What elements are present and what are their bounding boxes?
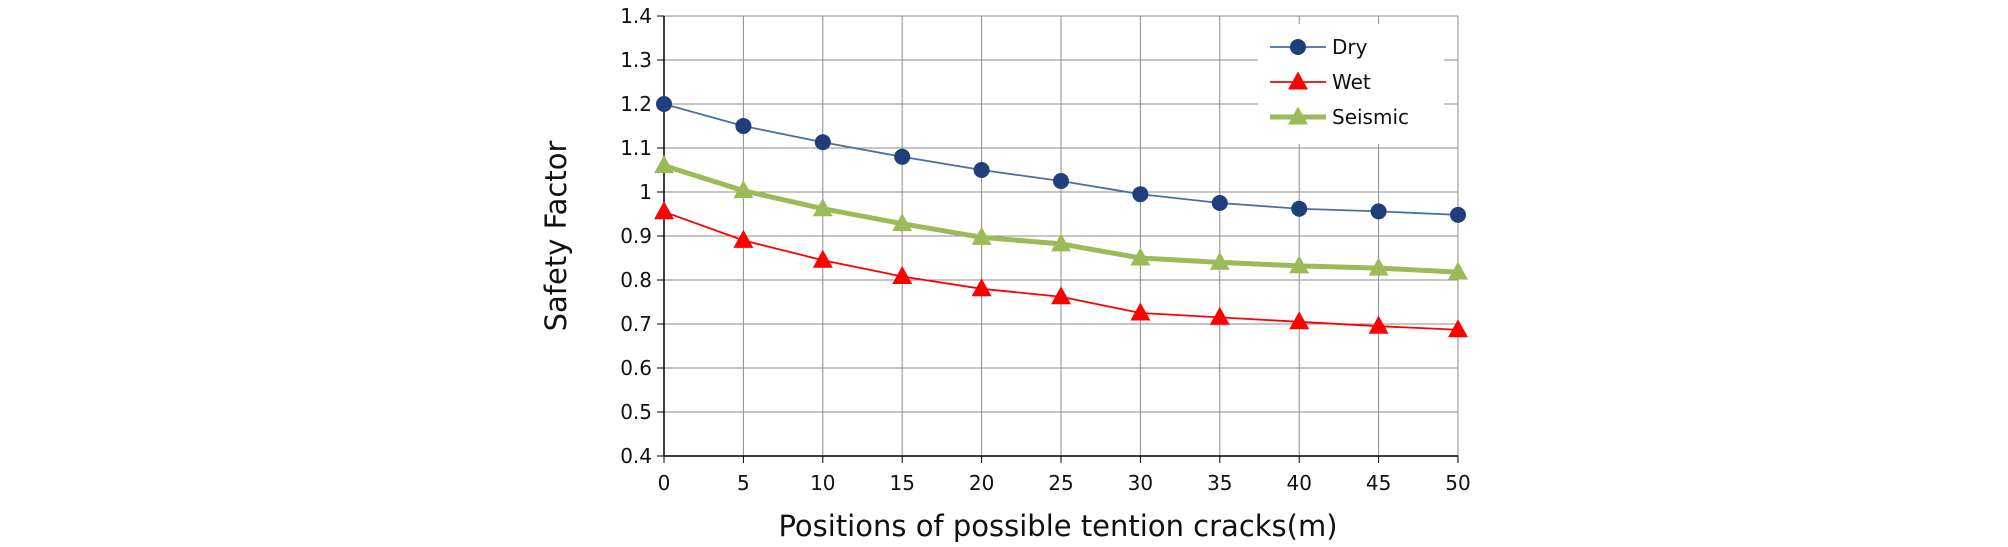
x-tick-label: 15 (889, 471, 914, 495)
series-wet (654, 201, 1468, 338)
data-point-seismic (1130, 247, 1151, 266)
data-point-wet (1130, 302, 1151, 321)
x-tick-label: 5 (737, 471, 750, 495)
series-seismic (654, 155, 1468, 280)
data-point-dry (1291, 200, 1308, 217)
data-point-seismic (1289, 255, 1310, 274)
y-tick-label: 0.9 (620, 224, 652, 248)
y-axis-ticks: 0.4 0.5 0.6 0.7 0.8 0.9 1 1.1 1.2 1.3 1.4 (620, 4, 664, 468)
data-point-dry (1211, 195, 1228, 211)
y-tick-label: 1.3 (620, 48, 652, 72)
data-point-wet (812, 249, 833, 268)
data-point-seismic (654, 155, 674, 174)
legend-label-seismic: Seismic (1332, 105, 1409, 129)
x-tick-label: 45 (1366, 471, 1391, 495)
data-point-dry (814, 134, 831, 151)
legend: Dry Wet Seismic (1258, 24, 1444, 144)
legend-marker-wet (1288, 71, 1308, 90)
series-dry (656, 96, 1466, 223)
data-point-seismic (971, 226, 992, 245)
data-point-seismic (1051, 233, 1071, 252)
data-point-wet (1051, 286, 1071, 305)
y-axis-title: Safety Factor (539, 141, 573, 332)
data-point-dry (973, 162, 990, 178)
y-tick-label: 1 (639, 180, 652, 204)
data-point-dry (894, 148, 911, 165)
data-point-seismic (812, 198, 833, 217)
data-point-dry (1132, 186, 1149, 203)
x-axis-ticks: 0 5 10 15 20 25 30 35 40 45 50 (658, 456, 1471, 495)
y-tick-label: 0.6 (620, 356, 652, 380)
data-point-dry (656, 96, 672, 112)
x-tick-label: 35 (1207, 471, 1232, 495)
data-point-wet (892, 265, 913, 284)
data-point-wet (733, 229, 754, 248)
data-point-dry (1450, 206, 1466, 223)
y-tick-label: 1.2 (620, 92, 652, 116)
x-tick-label: 0 (658, 471, 671, 495)
data-point-wet (654, 201, 674, 220)
x-tick-label: 20 (969, 471, 994, 495)
legend-label-dry: Dry (1332, 35, 1368, 59)
y-tick-label: 0.7 (620, 312, 652, 336)
data-point-wet (971, 278, 992, 297)
x-tick-label: 25 (1048, 471, 1073, 495)
data-point-seismic (733, 180, 754, 199)
data-point-seismic (1209, 251, 1230, 270)
data-point-wet (1448, 319, 1468, 338)
data-point-seismic (1368, 257, 1389, 276)
data-point-wet (1368, 315, 1389, 334)
data-point-seismic (892, 213, 913, 232)
y-tick-label: 0.5 (620, 400, 652, 424)
data-point-wet (1289, 311, 1310, 330)
x-tick-label: 50 (1445, 471, 1470, 495)
y-tick-label: 1.4 (620, 4, 652, 28)
legend-marker-dry (1290, 39, 1306, 55)
data-point-dry (735, 118, 752, 134)
grid-lines (663, 15, 1459, 457)
x-tick-label: 30 (1128, 471, 1153, 495)
data-point-wet (1209, 306, 1230, 325)
y-tick-label: 0.8 (620, 268, 652, 292)
x-tick-label: 10 (810, 471, 835, 495)
y-tick-label: 0.4 (620, 444, 652, 468)
y-tick-label: 1.1 (620, 136, 652, 160)
x-tick-label: 40 (1286, 471, 1311, 495)
data-point-dry (1053, 173, 1069, 189)
data-point-dry (1370, 203, 1387, 220)
series-layer (654, 96, 1468, 338)
x-axis-title: Positions of possible tention cracks(m) (778, 509, 1337, 543)
data-point-seismic (1448, 261, 1468, 280)
legend-marker-seismic (1288, 106, 1308, 125)
legend-label-wet: Wet (1332, 70, 1371, 94)
